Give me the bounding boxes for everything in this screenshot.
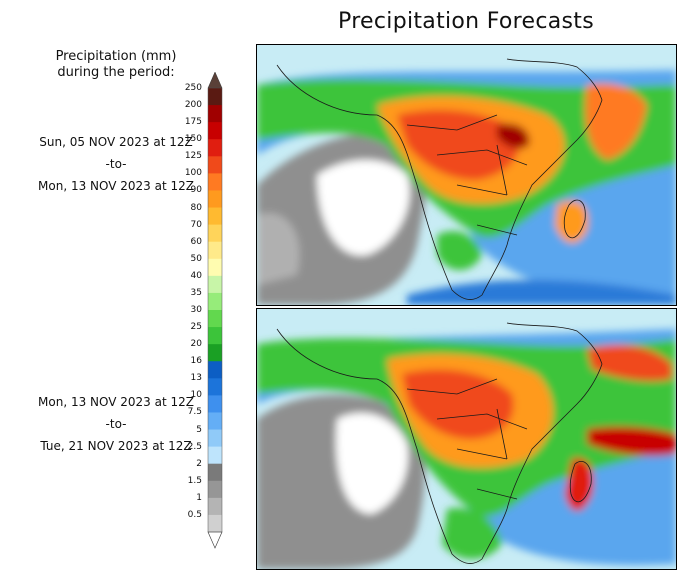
colorbar-swatch	[208, 173, 222, 191]
colorbar-tick-label: 90	[190, 185, 202, 196]
colorbar-swatch	[208, 446, 222, 465]
colorbar-swatch	[208, 241, 222, 260]
colorbar-tick-label: 7.5	[187, 407, 202, 418]
colorbar-tick-label: 1	[196, 492, 202, 503]
period-1-start: Sun, 05 NOV 2023 at 12Z	[39, 135, 193, 149]
forecast-map-period-1	[256, 44, 677, 306]
colorbar-swatch	[208, 207, 222, 226]
colorbar-tick-label: 1.5	[187, 475, 202, 486]
colorbar-tick-label: 35	[190, 287, 202, 298]
colorbar-tick-label: 80	[190, 202, 202, 213]
colorbar-tick-label: 5	[196, 424, 202, 435]
colorbar-swatch	[208, 156, 222, 174]
period-2-text: Mon, 13 NOV 2023 at 12Z -to- Tue, 21 NOV…	[0, 391, 232, 457]
colorbar-swatch	[208, 310, 222, 328]
colorbar-swatch	[208, 327, 222, 345]
colorbar-tick-label: 70	[190, 219, 202, 230]
legend-heading: Precipitation (mm) during the period:	[20, 49, 212, 81]
colorbar-swatch	[208, 497, 222, 516]
precipitation-colorbar	[207, 71, 223, 549]
colorbar-swatch	[208, 88, 222, 106]
period-2-separator: -to-	[105, 417, 127, 431]
colorbar-swatch	[208, 463, 222, 482]
colorbar-tick-label: 200	[184, 100, 202, 111]
colorbar-swatch	[208, 344, 222, 362]
colorbar-swatch	[208, 292, 222, 311]
colorbar-over-arrow	[207, 71, 223, 89]
forecast-map-period-2	[256, 308, 677, 570]
period-1-end: Mon, 13 NOV 2023 at 12Z	[38, 179, 194, 193]
legend-heading-line1: Precipitation (mm)	[55, 49, 177, 64]
colorbar-under-arrow	[207, 531, 223, 549]
colorbar-tick-label: 10	[190, 390, 202, 401]
colorbar-tick-label: 100	[184, 168, 202, 179]
colorbar-swatch	[208, 395, 222, 413]
colorbar-tick-label: 13	[190, 373, 202, 384]
colorbar-swatch	[208, 412, 222, 431]
colorbar-swatch	[208, 190, 222, 209]
colorbar-tick-label: 0.5	[187, 509, 202, 520]
chart-title: Precipitation Forecasts	[338, 9, 594, 34]
period-1-text: Sun, 05 NOV 2023 at 12Z -to- Mon, 13 NOV…	[0, 131, 232, 197]
colorbar-swatch	[208, 224, 222, 243]
colorbar-tick-label: 40	[190, 270, 202, 281]
colorbar-tick-label: 60	[190, 236, 202, 247]
colorbar-tick-label: 50	[190, 253, 202, 264]
colorbar-tick-label: 150	[184, 134, 202, 145]
colorbar-tick-label: 2.5	[187, 441, 202, 452]
colorbar-tick-label: 250	[184, 83, 202, 93]
colorbar-swatch	[208, 514, 222, 533]
colorbar-swatch	[208, 378, 222, 396]
colorbar-swatch	[208, 122, 222, 140]
colorbar-swatch	[208, 139, 222, 157]
colorbar-tick-label: 16	[190, 356, 202, 367]
period-2-start: Mon, 13 NOV 2023 at 12Z	[38, 395, 194, 409]
legend-heading-line2: during the period:	[57, 65, 175, 80]
colorbar-swatch	[208, 429, 222, 448]
colorbar-swatch	[208, 258, 222, 277]
colorbar-tick-label: 175	[184, 117, 202, 128]
period-1-separator: -to-	[105, 157, 127, 171]
colorbar-swatch	[208, 361, 222, 379]
colorbar-swatch	[208, 105, 222, 123]
colorbar-tick-label: 20	[190, 339, 202, 350]
period-2-end: Tue, 21 NOV 2023 at 12Z	[40, 439, 192, 453]
colorbar-tick-label: 25	[190, 322, 202, 333]
colorbar-tick-label: 30	[190, 305, 202, 315]
colorbar-tick-label: 2	[196, 458, 202, 469]
colorbar-swatch	[208, 480, 222, 499]
colorbar-swatch	[208, 275, 222, 294]
colorbar-tick-label: 125	[184, 151, 202, 162]
